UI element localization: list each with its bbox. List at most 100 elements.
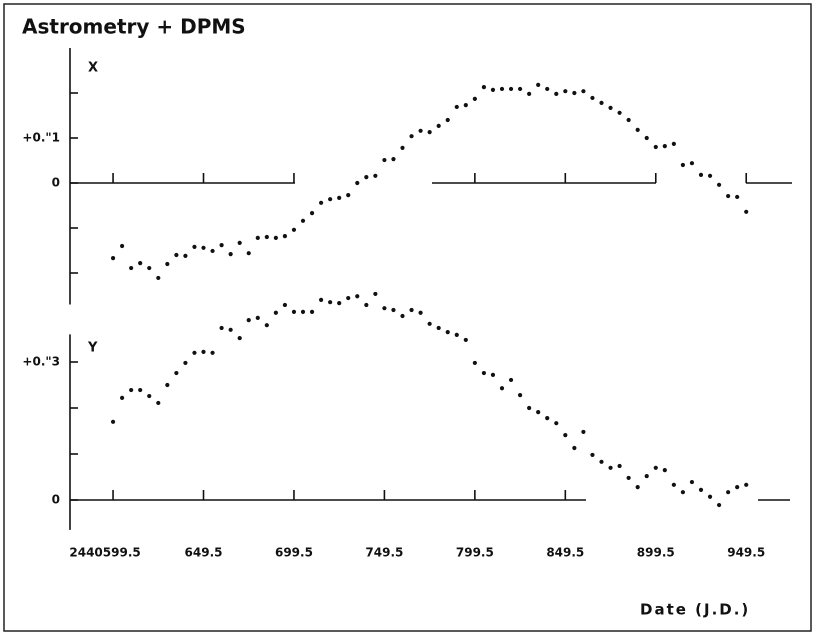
data-point (735, 194, 740, 200)
data-point (391, 157, 396, 162)
data-point (454, 332, 459, 337)
data-point (563, 89, 568, 94)
data-point (300, 218, 306, 223)
data-point (300, 309, 306, 314)
data-point (527, 405, 532, 411)
data-point (318, 200, 324, 205)
data-point (418, 128, 423, 133)
data-point (499, 386, 505, 391)
data-point (382, 306, 387, 311)
data-point (138, 387, 143, 393)
data-point (309, 309, 315, 314)
data-point (165, 261, 170, 267)
data-point (337, 301, 342, 306)
data-point (219, 325, 224, 331)
data-point (328, 197, 333, 202)
data-point (463, 337, 468, 343)
data-point (653, 144, 658, 150)
data-point (264, 323, 269, 328)
data-point (617, 463, 622, 469)
data-point (436, 123, 441, 128)
x-tick-label: 2440599.5 (69, 546, 140, 560)
data-point (490, 372, 496, 377)
data-point (246, 251, 251, 256)
data-point (527, 91, 532, 96)
data-point (291, 227, 297, 232)
data-point (165, 382, 170, 388)
data-point (364, 175, 369, 180)
data-point (508, 86, 514, 92)
data-point (282, 302, 288, 308)
data-point (255, 315, 260, 320)
data-point (662, 468, 667, 473)
data-point (273, 310, 278, 315)
data-point (237, 335, 242, 341)
data-point (445, 330, 450, 335)
data-point (346, 193, 351, 198)
y-tick-label: 0 (52, 493, 60, 507)
data-point (120, 395, 125, 400)
data-point (536, 410, 541, 415)
data-point (264, 234, 269, 240)
data-point (545, 416, 550, 421)
data-point (617, 110, 622, 115)
data-point (626, 117, 631, 123)
data-point (129, 265, 134, 271)
y-tick-label: 0 (52, 176, 60, 190)
x-tick-label: 649.5 (185, 546, 223, 560)
data-point (644, 473, 649, 479)
data-point (418, 310, 423, 315)
data-point (129, 387, 134, 393)
data-point (147, 393, 152, 399)
data-point (581, 429, 586, 435)
data-point (599, 459, 604, 464)
data-point (156, 400, 161, 406)
data-point (680, 490, 686, 495)
data-point (481, 370, 487, 376)
data-point (255, 235, 260, 240)
data-point (409, 307, 414, 313)
data-point (599, 100, 604, 105)
frame (3, 3, 812, 632)
data-point (228, 327, 233, 332)
data-point (318, 297, 324, 302)
data-point (183, 253, 188, 258)
data-point (472, 96, 477, 101)
data-point (608, 465, 613, 470)
data-point (445, 117, 450, 123)
data-point (635, 127, 640, 132)
data-point (572, 90, 577, 96)
data-point (427, 130, 432, 135)
data-point (726, 490, 731, 495)
data-point (147, 265, 152, 271)
data-point (201, 349, 206, 354)
data-point (174, 252, 179, 258)
panel-label: Y (87, 341, 98, 356)
data-point (463, 103, 468, 108)
data-point (707, 173, 713, 178)
data-point (590, 452, 595, 458)
data-point (671, 141, 676, 146)
data-point (373, 173, 378, 178)
data-point (400, 145, 405, 150)
x-axis-label: Date (J.D.) (640, 601, 750, 619)
data-point (364, 302, 369, 308)
data-point (201, 245, 206, 250)
data-point (590, 95, 595, 101)
data-point (174, 370, 179, 376)
data-point (328, 300, 333, 305)
data-point (707, 494, 713, 499)
data-point (219, 243, 224, 248)
x-tick-label: 699.5 (275, 546, 313, 560)
data-point (382, 157, 387, 163)
data-point (400, 313, 405, 319)
data-point (427, 321, 432, 326)
data-point (698, 172, 704, 177)
data-point (653, 465, 658, 470)
data-point (192, 350, 197, 355)
data-point (156, 275, 161, 281)
data-point (183, 360, 188, 366)
x-tick-label: 849.5 (546, 546, 584, 560)
data-point (273, 235, 278, 240)
